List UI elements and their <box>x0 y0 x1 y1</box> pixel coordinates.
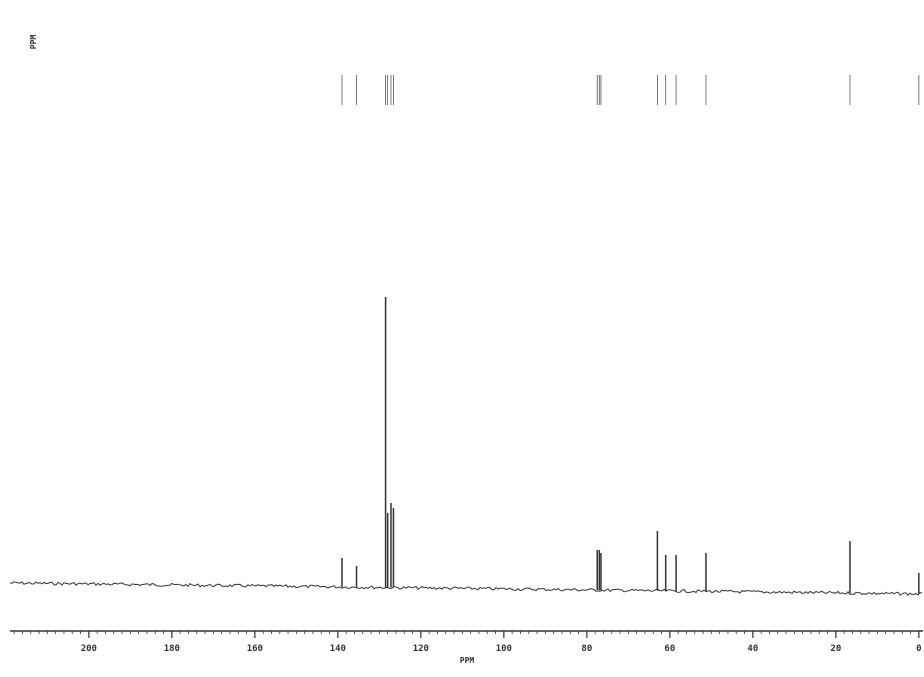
x-tick-label: 0 <box>916 644 921 654</box>
x-tick-label: 20 <box>830 644 841 654</box>
x-tick-label: 40 <box>747 644 758 654</box>
x-tick-label: 200 <box>81 644 97 654</box>
x-tick-label: 80 <box>581 644 592 654</box>
x-tick-label: 100 <box>496 644 512 654</box>
x-tick-label: 140 <box>330 644 346 654</box>
corner-label: PPM <box>29 35 38 50</box>
x-tick-label: 160 <box>247 644 263 654</box>
x-tick-label: 60 <box>664 644 675 654</box>
x-axis-label: PPM <box>460 656 475 665</box>
x-tick-label: 120 <box>413 644 429 654</box>
x-tick-label: 180 <box>164 644 180 654</box>
baseline <box>9 581 923 596</box>
